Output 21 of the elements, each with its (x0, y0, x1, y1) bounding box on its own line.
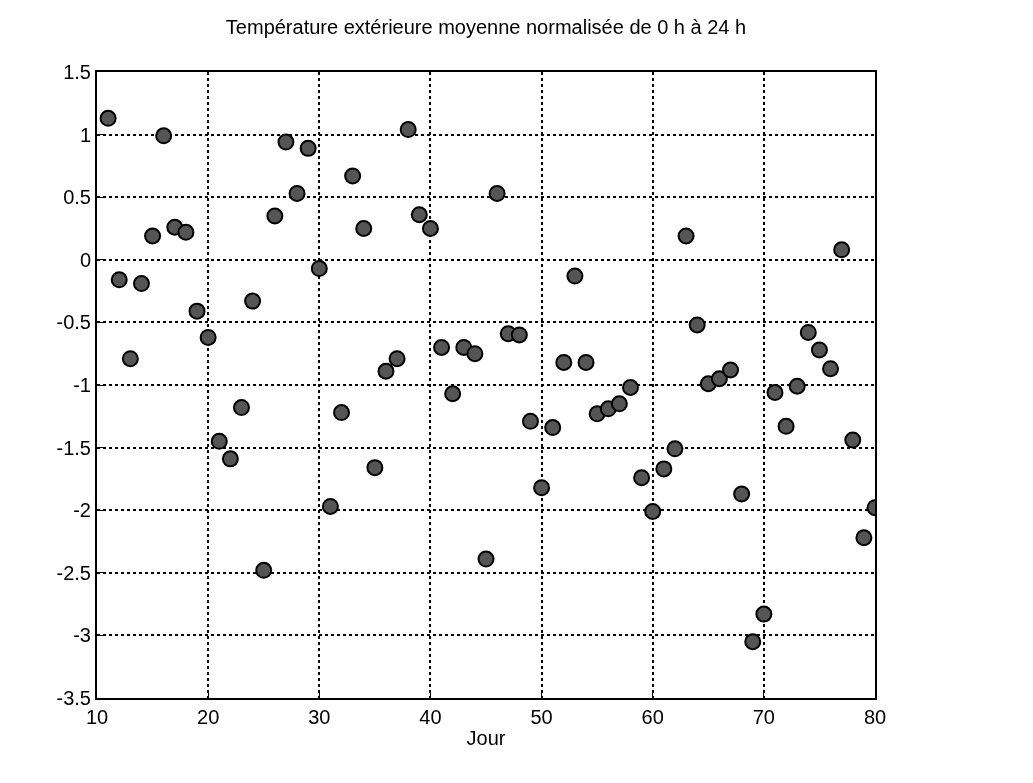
x-tick-label: 70 (752, 706, 775, 728)
x-tick-label: 80 (863, 706, 887, 728)
y-tick-label: 1.5 (63, 61, 91, 83)
y-tick-label: -1.5 (56, 436, 91, 459)
x-axis-title: Jour (466, 727, 506, 749)
y-tick-label: 0.5 (63, 186, 91, 209)
y-tick-label: -3.5 (56, 687, 91, 709)
y-tick-label: 0 (79, 248, 91, 271)
x-tick-label: 60 (641, 706, 664, 728)
chart-title: Température extérieure moyenne normalisée de 0 h à 24 h (225, 15, 747, 38)
x-tick-label: 20 (197, 706, 220, 728)
y-tick-label: -2 (73, 499, 91, 522)
y-tick-label: -3 (73, 624, 91, 647)
x-tick-label: 40 (419, 706, 442, 728)
y-tick-label: -2.5 (56, 561, 91, 584)
x-tick-label: 30 (308, 706, 331, 728)
x-tick-label: 50 (530, 706, 553, 728)
y-tick-label: 1 (79, 123, 91, 146)
x-tick-label: 10 (85, 706, 109, 728)
y-tick-label: -1 (73, 374, 91, 396)
y-tick-label: -0.5 (56, 311, 91, 334)
